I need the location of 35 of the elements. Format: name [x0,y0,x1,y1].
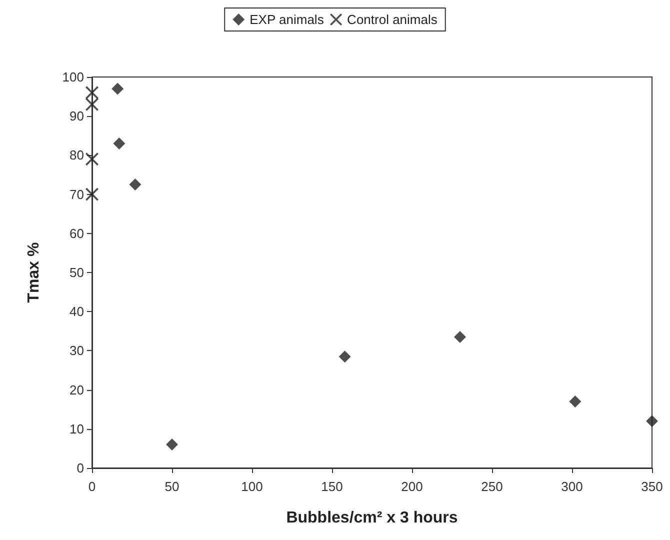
point [569,396,582,408]
point [112,82,124,95]
y-tick-label: 30 [70,343,84,358]
legend-label: Control animals [347,12,438,27]
x-tick-label: 300 [561,479,583,494]
y-tick-label: 100 [62,70,84,84]
x-tick-label: 100 [241,479,263,494]
point [646,415,658,428]
y-tick-label: 70 [70,186,84,202]
x-tick-label: 50 [164,479,180,494]
y-tick-label: 50 [70,265,84,280]
x-tick-label: 250 [481,479,503,494]
point [454,331,466,344]
point [86,152,98,166]
y-tick-label: 80 [70,148,84,163]
y-tick-label: 20 [70,382,84,398]
x-axis-title: Bubbles/cm² x 3 hours [286,510,458,526]
x-tick-label: 150 [321,479,343,494]
y-axis-title: Tmax % [26,242,42,303]
x-tick-label: 0 [88,479,96,494]
point [129,178,142,191]
point [166,438,178,451]
point [86,188,98,201]
x-tick-label: 200 [401,479,423,494]
point [338,350,351,363]
y-tick-label: 0 [76,460,84,476]
y-tick-label: 40 [70,304,84,320]
legend-label: EXP animals [250,12,324,27]
y-tick-label: 10 [70,421,84,436]
y-tick-label: 60 [70,226,84,241]
point [86,86,98,100]
point [86,98,98,111]
x-tick-label: 350 [641,479,663,494]
y-tick-label: 90 [70,108,84,124]
point [113,137,126,150]
